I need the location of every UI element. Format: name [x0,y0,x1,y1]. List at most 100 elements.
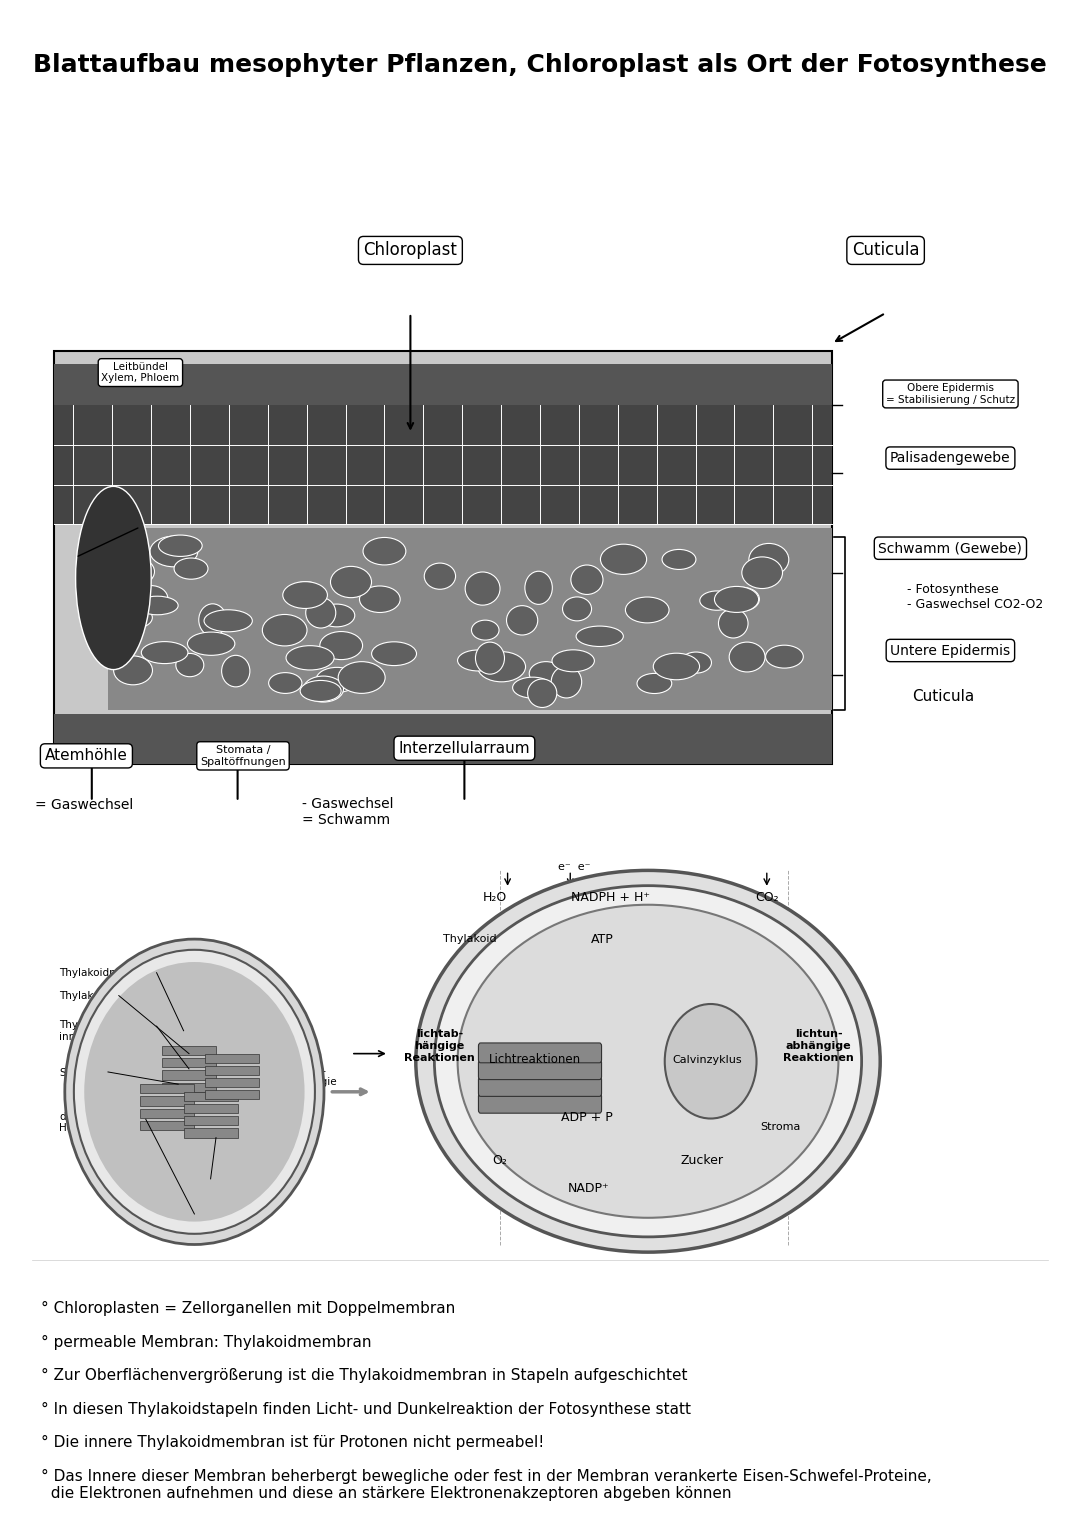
Text: e⁻  e⁻: e⁻ e⁻ [558,863,591,872]
Ellipse shape [303,676,343,702]
Text: Stroma: Stroma [760,1122,801,1132]
Text: H₂O: H₂O [483,892,507,904]
Ellipse shape [528,680,557,707]
Text: Cuticula: Cuticula [852,241,919,260]
Ellipse shape [529,661,563,686]
Text: - Gaswechsel
= Schwamm: - Gaswechsel = Schwamm [302,797,394,828]
Ellipse shape [725,588,759,611]
Text: lichtun-
abhängige
Reaktionen: lichtun- abhängige Reaktionen [783,1029,854,1063]
Text: ° Das Innere dieser Membran beherbergt bewegliche oder fest in der Membran veran: ° Das Innere dieser Membran beherbergt b… [41,1469,932,1501]
Ellipse shape [113,657,152,684]
Ellipse shape [424,563,456,589]
FancyBboxPatch shape [54,351,832,764]
Ellipse shape [221,655,249,687]
Ellipse shape [319,605,354,628]
Text: Stomata /
Spaltöffnungen: Stomata / Spaltöffnungen [200,745,286,767]
Text: ° Zur Oberflächenvergrößerung ist die Thylakoidmembran in Stapeln aufgeschichtet: ° Zur Oberflächenvergrößerung ist die Th… [41,1368,688,1383]
Text: Palisadengewebe: Palisadengewebe [890,450,1011,466]
Ellipse shape [472,620,499,640]
Ellipse shape [320,632,363,660]
Text: Thylakoid: Thylakoid [443,935,497,944]
FancyBboxPatch shape [205,1054,259,1063]
Ellipse shape [766,646,804,669]
Text: ° Chloroplasten = Zellorganellen mit Doppelmembran: ° Chloroplasten = Zellorganellen mit Dop… [41,1301,456,1316]
Ellipse shape [204,609,253,632]
FancyBboxPatch shape [140,1096,194,1106]
FancyBboxPatch shape [184,1116,238,1125]
Ellipse shape [637,673,672,693]
Ellipse shape [625,597,670,623]
Ellipse shape [551,666,582,698]
Text: Thylakoidmembran: Thylakoidmembran [59,968,160,977]
Ellipse shape [306,597,336,628]
Text: lichtab-
hängige
Reaktionen: lichtab- hängige Reaktionen [404,1029,475,1063]
FancyBboxPatch shape [162,1058,216,1067]
Ellipse shape [159,534,202,556]
Ellipse shape [363,538,406,565]
Text: = Gaswechsel: = Gaswechsel [35,797,133,812]
Ellipse shape [176,654,204,676]
Text: Thylakoid: Thylakoid [59,991,109,1000]
Text: O₂: O₂ [492,1154,508,1167]
Text: NADPH + H⁺: NADPH + H⁺ [570,892,650,904]
Ellipse shape [174,557,208,579]
FancyBboxPatch shape [205,1090,259,1099]
Ellipse shape [112,557,154,586]
FancyBboxPatch shape [184,1128,238,1138]
FancyBboxPatch shape [478,1093,602,1113]
FancyBboxPatch shape [478,1060,602,1080]
Ellipse shape [525,571,552,605]
Text: Schwamm (Gewebe): Schwamm (Gewebe) [878,541,1023,556]
Ellipse shape [665,1005,756,1118]
Text: Interzellularraum: Interzellularraum [399,741,530,756]
FancyBboxPatch shape [162,1070,216,1080]
Text: Stroma: Stroma [59,1069,97,1078]
Ellipse shape [475,643,504,673]
Ellipse shape [316,667,357,692]
Text: doppelte
Hüllmembran: doppelte Hüllmembran [59,1112,131,1133]
Ellipse shape [600,544,647,574]
Text: Licht-
energie: Licht- energie [297,1066,337,1087]
Text: Chloroplast: Chloroplast [364,241,457,260]
Ellipse shape [288,582,323,608]
FancyBboxPatch shape [478,1043,602,1063]
Text: ° In diesen Thylakoidstapeln finden Licht- und Dunkelreaktion der Fotosynthese s: ° In diesen Thylakoidstapeln finden Lich… [41,1402,691,1417]
Ellipse shape [563,597,592,621]
Text: Grana
(Thylakoidstapel): Grana (Thylakoidstapel) [130,1177,219,1199]
Ellipse shape [188,632,234,655]
Ellipse shape [465,573,500,605]
Ellipse shape [262,614,307,646]
Ellipse shape [84,962,305,1222]
Ellipse shape [76,486,151,669]
Ellipse shape [571,565,603,594]
FancyBboxPatch shape [205,1078,259,1087]
Text: Calvinzyklus: Calvinzyklus [673,1055,742,1064]
Ellipse shape [134,585,167,612]
Text: ATP: ATP [591,933,615,945]
Ellipse shape [715,586,758,612]
FancyBboxPatch shape [54,715,832,764]
Text: Untere Epidermis: Untere Epidermis [890,643,1011,658]
Text: ADP + P: ADP + P [561,1112,612,1124]
FancyBboxPatch shape [140,1121,194,1130]
FancyBboxPatch shape [54,363,832,405]
FancyBboxPatch shape [162,1046,216,1055]
Ellipse shape [507,606,538,635]
Text: - Fotosynthese
- Gaswechsel CO2-O2: - Fotosynthese - Gaswechsel CO2-O2 [907,583,1043,611]
Text: Cuticula: Cuticula [913,689,975,704]
Ellipse shape [662,550,696,570]
Ellipse shape [742,557,783,588]
Ellipse shape [300,681,341,701]
Ellipse shape [718,609,748,638]
Ellipse shape [680,652,712,673]
Text: CO₂: CO₂ [755,892,779,904]
Ellipse shape [729,641,765,672]
Ellipse shape [434,886,862,1237]
Text: ° Die innere Thylakoidmembran ist für Protonen nicht permeabel!: ° Die innere Thylakoidmembran ist für Pr… [41,1435,544,1451]
Ellipse shape [372,641,417,666]
Text: Zucker: Zucker [680,1154,724,1167]
FancyBboxPatch shape [478,1077,602,1096]
Ellipse shape [150,536,198,567]
Ellipse shape [136,596,178,615]
Ellipse shape [552,651,594,672]
